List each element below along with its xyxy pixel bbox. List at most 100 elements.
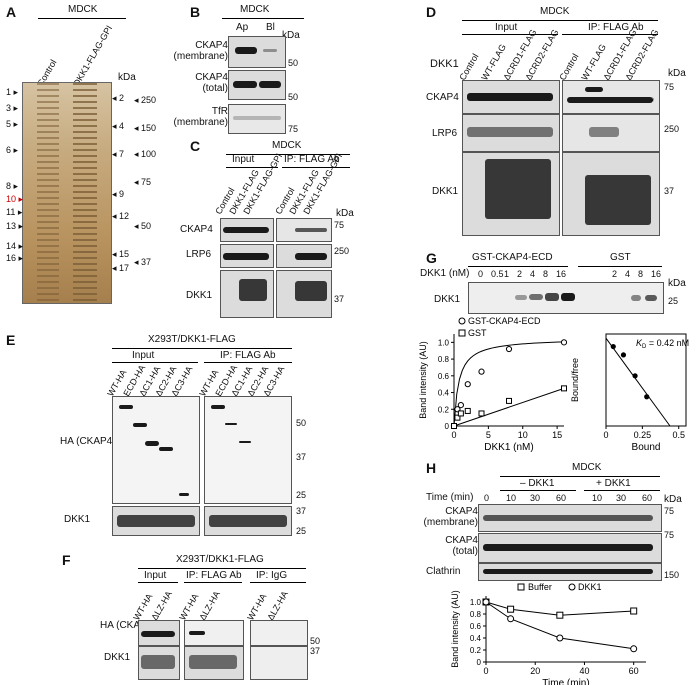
band-number: ◂ 4 [112, 121, 125, 131]
lane-label: DKK1-FLAG-GPI [71, 23, 115, 89]
x-tick-label: 0 [483, 666, 488, 676]
data-point-buffer [630, 607, 638, 615]
data-point-gst [464, 407, 471, 414]
fit-line [605, 337, 671, 427]
data-point-buffer [507, 605, 515, 613]
x-tick-label: 15 [552, 430, 562, 440]
legend-marker [517, 583, 525, 591]
concentration: 0.5 [491, 269, 504, 279]
binding-charts: 0 5 10 15 0 0.2 0.4 0.6 0.8 1.0 DKK1 (nM) Band inte… [418, 316, 689, 452]
data-point-gst [506, 397, 512, 404]
group-label: Input [232, 154, 255, 165]
lane-label: Control [457, 51, 481, 82]
y-tick-label: 0.4 [438, 389, 450, 398]
size-marker: ◂ 250 [134, 95, 157, 105]
band-number: ◂ 17 [112, 263, 130, 273]
y-tick-label: 0.6 [470, 622, 482, 631]
marker: 75 [664, 82, 675, 92]
x-axis-label: Time (min) [542, 678, 589, 685]
band-number: ◂ 7 [112, 149, 125, 159]
time-point: 0 [484, 493, 490, 503]
group-label: IP: FLAG Ab [220, 350, 276, 361]
y-tick-label: 0 [445, 422, 450, 431]
concentration: 8 [543, 269, 549, 279]
data-point-gst [451, 423, 457, 429]
marker: 37 [334, 294, 345, 304]
y-tick-label: 0.2 [438, 405, 450, 414]
group-label: IP: IgG [256, 570, 288, 581]
marker: 37 [296, 506, 307, 516]
data-point [610, 343, 616, 350]
marker: 250 [664, 124, 680, 134]
marker: 50 [288, 92, 299, 102]
marker: 37 [296, 452, 307, 462]
concentration: 4 [530, 269, 536, 279]
marker: 150 [664, 570, 680, 580]
row-label: DKK1 [434, 294, 461, 305]
lane-label: WT-HA [177, 591, 201, 622]
data-point-dkk1 [630, 645, 638, 653]
marker: 75 [664, 530, 675, 540]
concentration: 16 [556, 269, 567, 279]
concentration: 16 [651, 269, 662, 279]
y-tick-label: 0 [477, 658, 482, 667]
x-tick-label: 5 [486, 430, 491, 440]
kda-label: kDa [668, 278, 686, 289]
band-number: 6 ▸ [6, 145, 19, 155]
lane-label: ΔLZ-HA [197, 589, 223, 622]
kda-label: kDa [118, 72, 136, 83]
data-point-ecd [457, 401, 464, 409]
band-number: 14 ▸ [6, 241, 24, 251]
lane-label: Bl [266, 22, 275, 33]
band-number: 16 ▸ [6, 253, 24, 263]
x-axis-label: DKK1 (nM) [484, 442, 533, 452]
time-point: 30 [616, 493, 627, 503]
x-axis-label: Bound [632, 442, 661, 452]
kda-label: kDa [664, 494, 682, 505]
data-point [620, 352, 627, 358]
kda-label: kDa [282, 30, 300, 41]
x-tick-label: 10 [518, 430, 528, 440]
kda-label: kDa [336, 208, 354, 219]
band-number: 10 ▸ [6, 194, 24, 204]
row-label: CKAP4 (total) [445, 535, 478, 557]
lane-label: Ap [236, 22, 249, 33]
data-point-dkk1 [482, 598, 490, 606]
asterisk-mark: * [650, 96, 655, 108]
marker: 250 [334, 246, 350, 256]
row-label: CKAP4 [426, 92, 459, 103]
group-label: Input [144, 570, 167, 581]
cell-line-label: MDCK [572, 462, 602, 473]
data-point-gst [457, 410, 464, 417]
panel-letter: D [426, 4, 437, 20]
time-point: 10 [506, 493, 517, 503]
group-label: Input [495, 22, 518, 33]
row-label: CKAP4 (total) [195, 72, 228, 94]
group-label: Input [132, 350, 155, 361]
marker: 37 [310, 646, 321, 656]
row-label: DKK1 [104, 652, 131, 663]
y-tick-label: 0.2 [470, 646, 482, 655]
band-number: 1 ▸ [6, 87, 19, 97]
group-label: GST-CKAP4-ECD [472, 252, 553, 263]
band-number: 8 ▸ [6, 181, 19, 191]
panel-letter: B [190, 4, 201, 20]
row-label: DKK1 [432, 186, 459, 197]
row-label: Clathrin [426, 566, 461, 577]
time-point: 60 [642, 493, 653, 503]
cell-line-label: MDCK [540, 6, 570, 17]
y-tick-label: 1.0 [438, 338, 450, 347]
kda-label: kDa [668, 68, 686, 79]
row-label: Time (min) [426, 492, 474, 503]
legend-marker [568, 583, 576, 591]
row-label: HA (CKAP4) [100, 620, 156, 631]
group-label: – DKK1 [520, 478, 555, 489]
y-tick-label: 1.0 [470, 598, 482, 607]
row-label: TfR (membrane) [173, 106, 228, 128]
size-marker: ◂ 37 [134, 257, 152, 267]
row-label: LRP6 [432, 128, 458, 139]
x-tick-label: 0 [603, 430, 608, 440]
band-number: 3 ▸ [6, 103, 19, 113]
band-number: ◂ 2 [112, 93, 125, 103]
group-label: IP: FLAG Ab [186, 570, 242, 581]
